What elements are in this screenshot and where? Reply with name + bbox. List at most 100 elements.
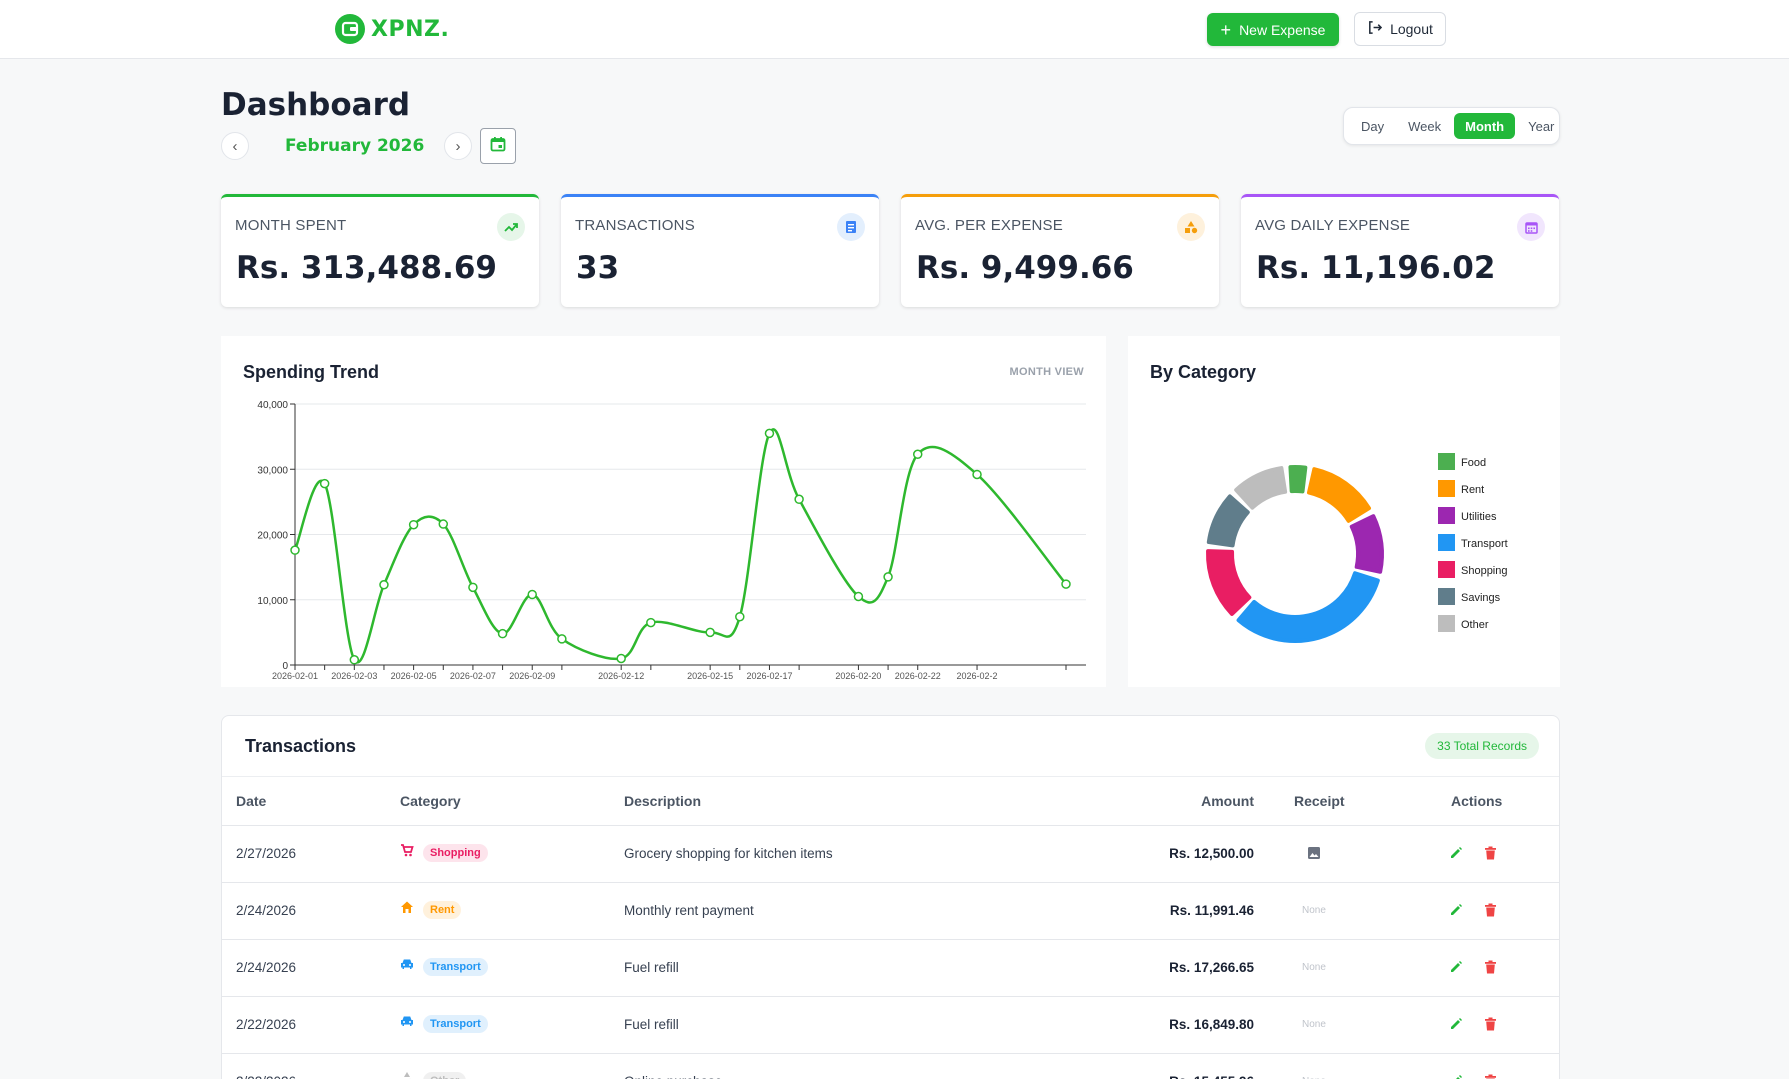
logout-button[interactable]: Logout	[1354, 12, 1446, 46]
row-description: Grocery shopping for kitchen items	[624, 846, 833, 861]
category-badge: Transport	[423, 957, 488, 976]
data-point	[438, 519, 449, 529]
edit-icon[interactable]	[1449, 846, 1463, 865]
car-icon	[400, 957, 414, 976]
total-records-badge: 33 Total Records	[1425, 733, 1539, 759]
legend-label[interactable]: Rent	[1461, 484, 1484, 496]
x-tick-label: 2026-02-01	[272, 671, 318, 681]
range-option-year[interactable]: Year	[1528, 118, 1555, 134]
receipt-image-icon[interactable]	[1307, 846, 1321, 865]
table-row[interactable]: 2/22/2026 Transport Fuel refill Rs. 16,8…	[222, 997, 1559, 1054]
data-point	[735, 611, 745, 622]
x-tick-label: 2026-02-05	[391, 671, 437, 681]
donut-slice-other[interactable]	[1234, 466, 1288, 510]
row-date: 2/24/2026	[236, 960, 297, 975]
range-option-month[interactable]: Month	[1454, 113, 1516, 139]
x-tick-label: 2026-02-22	[895, 671, 941, 681]
stat-label: AVG. PER EXPENSE	[915, 217, 1063, 234]
category-badge: Rent	[423, 900, 462, 919]
legend-swatch	[1438, 534, 1455, 551]
column-actions: Actions	[1451, 793, 1503, 809]
row-category: Other	[400, 1071, 467, 1079]
period-label: February 2026	[285, 136, 425, 156]
delete-icon[interactable]	[1484, 1017, 1497, 1036]
donut-slice-savings[interactable]	[1206, 494, 1250, 548]
data-point	[705, 627, 715, 638]
edit-icon[interactable]	[1449, 960, 1463, 979]
stat-value: Rs. 11,196.02	[1256, 250, 1496, 286]
column-receipt: Receipt	[1294, 793, 1345, 809]
row-date: 2/22/2026	[236, 1017, 297, 1032]
legend-swatch	[1438, 561, 1455, 578]
legend-label[interactable]: Savings	[1461, 592, 1501, 604]
stat-card-month-spent: MONTH SPENT Rs. 313,488.69	[221, 194, 539, 307]
data-point	[497, 628, 508, 639]
brand-logo[interactable]: XPNZ.	[335, 14, 449, 44]
data-point	[1061, 579, 1071, 589]
column-description[interactable]: Description	[624, 793, 702, 809]
stat-card-avg-daily-expense: AVG DAILY EXPENSE Rs. 11,196.02	[1241, 194, 1559, 307]
row-category: Transport	[400, 1014, 488, 1033]
stat-label: AVG DAILY EXPENSE	[1255, 217, 1411, 234]
logout-icon	[1367, 20, 1383, 38]
stat-value: 33	[576, 250, 620, 286]
y-tick-label: 0	[282, 661, 288, 672]
legend-swatch	[1438, 588, 1455, 605]
legend-label[interactable]: Transport	[1461, 538, 1508, 550]
by-category-panel: By Category Food Rent Utilities Transport Sh…	[1128, 336, 1560, 687]
table-row[interactable]: 2/22/2026 Other Online purchase Rs. 15,4…	[222, 1054, 1559, 1079]
delete-icon[interactable]	[1484, 1074, 1497, 1079]
page-title: Dashboard	[221, 87, 411, 123]
trending-up-icon	[497, 213, 525, 241]
chevron-left-icon: ‹	[232, 137, 238, 155]
column-amount[interactable]: Amount	[1201, 793, 1254, 809]
donut-slice-shopping[interactable]	[1206, 549, 1252, 616]
range-option-week[interactable]: Week	[1408, 118, 1442, 134]
legend-label[interactable]: Utilities	[1461, 511, 1497, 523]
legend-label[interactable]: Other	[1461, 619, 1489, 631]
date-picker-button[interactable]	[480, 128, 516, 164]
prev-period-button[interactable]: ‹	[221, 132, 249, 160]
range-option-day[interactable]: Day	[1361, 118, 1385, 134]
edit-icon[interactable]	[1449, 1074, 1463, 1079]
legend-swatch	[1438, 453, 1455, 470]
table-row[interactable]: 2/24/2026 Transport Fuel refill Rs. 17,2…	[222, 940, 1559, 997]
donut-slice-rent[interactable]	[1306, 467, 1371, 523]
row-amount: Rs. 11,991.46	[1169, 903, 1254, 918]
panel-title: Spending Trend	[243, 362, 380, 382]
data-point	[349, 655, 360, 665]
stat-card-transactions: TRANSACTIONS 33	[561, 194, 879, 307]
chevron-right-icon: ›	[455, 137, 461, 155]
donut-slice-utilities[interactable]	[1349, 514, 1384, 574]
legend-label[interactable]: Food	[1461, 457, 1486, 469]
delete-icon[interactable]	[1484, 903, 1497, 922]
column-date[interactable]: Date	[236, 793, 267, 809]
category-donut-chart: Food Rent Utilities Transport Shopping Saving…	[1206, 453, 1508, 643]
table-row[interactable]: 2/27/2026 Shopping Grocery shopping for …	[222, 826, 1559, 883]
next-period-button[interactable]: ›	[444, 132, 472, 160]
stat-card-avg-per-expense: AVG. PER EXPENSE Rs. 9,499.66	[901, 194, 1219, 307]
delete-icon[interactable]	[1484, 960, 1497, 979]
row-description: Monthly rent payment	[624, 903, 754, 918]
column-category[interactable]: Category	[400, 793, 461, 809]
plus-icon: +	[1220, 19, 1232, 40]
legend-label[interactable]: Shopping	[1461, 565, 1508, 577]
x-tick-label: 2026-02-03	[331, 671, 377, 681]
logout-label: Logout	[1390, 21, 1433, 37]
delete-icon[interactable]	[1484, 846, 1497, 865]
edit-icon[interactable]	[1449, 903, 1463, 922]
x-tick-label: 2026-02-09	[509, 671, 555, 681]
legend-swatch	[1438, 615, 1455, 632]
new-expense-label: New Expense	[1239, 21, 1326, 38]
receipt-none: None	[1302, 962, 1326, 973]
table-row[interactable]: 2/24/2026 Rent Monthly rent payment Rs. …	[222, 883, 1559, 940]
new-expense-button[interactable]: + New Expense	[1207, 13, 1339, 46]
row-category: Shopping	[400, 843, 488, 862]
data-point	[616, 653, 626, 664]
shapes-icon	[1177, 213, 1205, 241]
spending-trend-panel: Spending Trend MONTH VIEW 0 10,000 20,000 3…	[221, 336, 1106, 687]
donut-slice-food[interactable]	[1288, 465, 1308, 494]
trend-line	[293, 428, 1067, 664]
edit-icon[interactable]	[1449, 1017, 1463, 1036]
donut-slice-transport[interactable]	[1236, 571, 1380, 643]
